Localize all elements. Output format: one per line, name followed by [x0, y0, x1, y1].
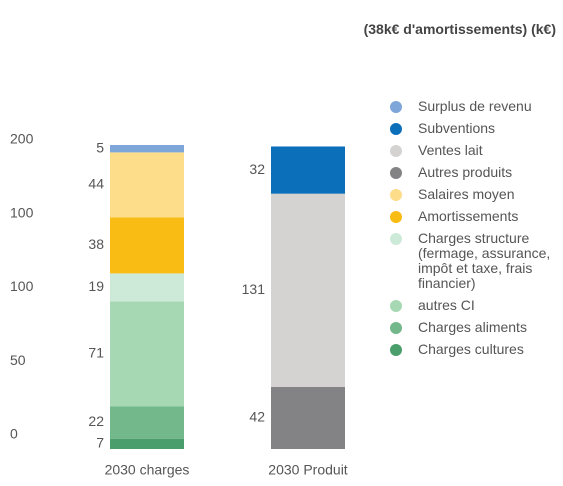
legend-item: autres CI: [388, 298, 563, 313]
value-label: 38: [88, 236, 104, 252]
x-tick-label: 2030 charges: [105, 462, 190, 478]
legend: Surplus de revenu Subventions Ventes lait A…: [388, 99, 563, 364]
legend-item: Amortissements: [388, 209, 563, 224]
x-tick-label: 2030 Produit: [268, 462, 348, 478]
y-tick-label: 100: [10, 278, 34, 294]
legend-marker: [390, 189, 402, 201]
legend-label: Subventions: [418, 120, 496, 136]
bar-segment: [271, 193, 345, 388]
value-label: 131: [242, 281, 266, 297]
y-tick-label: 200: [10, 131, 34, 147]
legend-marker: [390, 300, 402, 312]
legend-label: Charges structure (fermage, assurance, i…: [418, 230, 551, 291]
y-tick-label: 50: [10, 352, 26, 368]
bar-segment: [271, 387, 345, 449]
legend-item: Charges cultures: [388, 342, 563, 357]
legend-label: autres CI: [418, 297, 475, 313]
bar-segment: [110, 301, 184, 407]
legend-label: Surplus de revenu: [418, 98, 532, 114]
legend-item: Surplus de revenu: [388, 99, 563, 114]
legend-marker: [390, 211, 402, 223]
y-tick-label: 100: [10, 204, 34, 220]
legend-item: Ventes lait: [388, 143, 563, 158]
value-label: 19: [88, 278, 104, 294]
value-label: 7: [96, 435, 104, 451]
value-label: 5: [96, 139, 104, 155]
bar-segment: [110, 438, 184, 449]
legend-item: Autres produits: [388, 165, 563, 180]
legend-marker: [390, 145, 402, 157]
legend-marker: [390, 167, 402, 179]
bar-segment: [110, 273, 184, 302]
legend-label: Amortissements: [418, 208, 519, 224]
bar-segment: [110, 152, 184, 218]
legend-marker: [390, 233, 402, 245]
legend-item: Charges aliments: [388, 320, 563, 335]
legend-item: Charges structure (fermage, assurance, i…: [388, 231, 563, 291]
legend-marker: [390, 322, 402, 334]
bar-segment: [110, 217, 184, 274]
legend-marker: [390, 344, 402, 356]
legend-marker: [390, 101, 402, 113]
legend-label: Charges cultures: [418, 341, 524, 357]
legend-label: Charges aliments: [418, 319, 527, 335]
y-tick-label: 0: [10, 426, 18, 442]
value-label: 44: [88, 176, 104, 192]
value-label: 42: [249, 409, 265, 425]
legend-item: Salaires moyen: [388, 187, 563, 202]
value-label: 32: [249, 161, 265, 177]
legend-label: Ventes lait: [418, 142, 483, 158]
legend-label: Autres produits: [418, 164, 513, 180]
bar-segment: [271, 146, 345, 194]
bar-segment: [110, 145, 184, 153]
value-label: 22: [88, 413, 104, 429]
legend-label: Salaires moyen: [418, 186, 515, 202]
chart-title: (38k€ d'amortissements) (k€): [363, 21, 556, 37]
legend-marker: [390, 123, 402, 135]
bar-segment: [110, 406, 184, 439]
legend-item: Subventions: [388, 121, 563, 136]
value-label: 71: [88, 345, 104, 361]
